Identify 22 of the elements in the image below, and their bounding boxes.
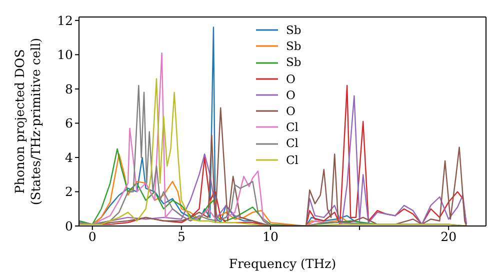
legend-label: O xyxy=(286,86,296,104)
legend-label: Cl xyxy=(286,119,298,136)
y-tick-label: 0 xyxy=(65,218,74,234)
legend-label: Cl xyxy=(286,152,298,168)
y-tick-label: 10 xyxy=(57,47,74,62)
legend-label: Sb xyxy=(286,54,302,71)
y-tick-label: 6 xyxy=(65,116,74,131)
legend-label: Cl xyxy=(286,135,298,152)
x-tick-label: 0 xyxy=(88,228,96,244)
y-axis-title: Phonon projected DOS (States/THz·primitive cell) xyxy=(12,38,43,206)
y-tick-label: 4 xyxy=(65,150,74,165)
x-tick-label: 10 xyxy=(262,228,278,244)
x-tick-label: 5 xyxy=(177,228,186,244)
legend-label: O xyxy=(286,103,296,120)
legend-label: Sb xyxy=(286,38,302,54)
legend-label: O xyxy=(286,70,296,87)
x-tick-label: 20 xyxy=(440,228,457,244)
legend-label: Sb xyxy=(286,22,302,38)
y-tick-label: 12 xyxy=(57,12,73,28)
y-tick-label: 2 xyxy=(65,184,73,200)
y-tick-label: 8 xyxy=(65,81,74,96)
x-axis-title: Frequency (THz) xyxy=(228,256,336,271)
